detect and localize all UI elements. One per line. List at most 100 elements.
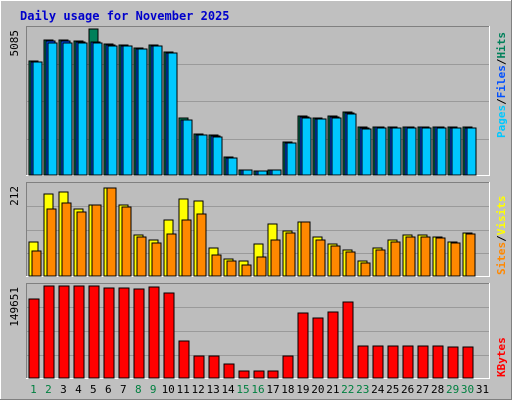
bar-kbytes-day-15	[238, 370, 250, 379]
bar-kbytes-day-2	[43, 285, 55, 379]
day-label-19: 19	[296, 383, 309, 396]
bar-sites-day-14	[226, 260, 237, 277]
bar-pages-day-27	[421, 127, 432, 176]
bar-pages-day-28	[436, 127, 447, 176]
bar-kbytes-day-30	[462, 346, 474, 379]
day-label-29: 29	[446, 383, 459, 396]
bar-pages-day-6	[107, 45, 118, 176]
y-max-label: 149651	[8, 287, 21, 327]
legend-visits-sites: Sites/Visits	[495, 196, 508, 276]
bar-sites-day-15	[241, 264, 252, 277]
bar-pages-day-18	[286, 142, 297, 176]
bar-pages-day-21	[331, 117, 342, 176]
day-label-30: 30	[461, 383, 474, 396]
day-label-13: 13	[206, 383, 219, 396]
day-label-31: 31	[476, 383, 489, 396]
bar-kbytes-day-27	[417, 345, 429, 379]
day-label-17: 17	[266, 383, 279, 396]
y-max-label: 5085	[8, 30, 21, 57]
bar-sites-day-29	[450, 242, 461, 277]
bar-sites-day-13	[211, 254, 222, 277]
bar-pages-day-1	[32, 61, 43, 176]
bar-kbytes-day-3	[58, 285, 70, 379]
bar-kbytes-day-12	[193, 355, 205, 379]
bar-sites-day-4	[76, 211, 87, 277]
bar-pages-day-17	[271, 169, 282, 176]
bar-kbytes-day-29	[447, 346, 459, 379]
bar-kbytes-day-10	[163, 292, 175, 379]
bar-sites-day-18	[285, 232, 296, 277]
day-label-2: 2	[45, 383, 52, 396]
bar-pages-day-15	[242, 169, 253, 176]
legend-entry: Sites	[495, 242, 508, 275]
day-labels: 1 2 3 4 5 6 7 8 9 10 11 12 13 14 15 16 17 18 19 20 21 22 23 24 2…	[30, 383, 489, 396]
day-label-10: 10	[162, 383, 175, 396]
y-max-label: 212	[8, 186, 21, 206]
bar-kbytes-day-6	[103, 287, 115, 379]
bar-kbytes-day-25	[387, 345, 399, 379]
day-label-8: 8	[135, 383, 142, 396]
bar-pages-day-16	[257, 170, 268, 176]
chart-title: Daily usage for November 2025	[20, 9, 230, 23]
bar-sites-day-28	[435, 237, 446, 277]
legend-kbytes: KBytes	[495, 337, 508, 377]
bar-kbytes-day-7	[118, 287, 130, 379]
legend-hits-files-pages: Pages/Files/Hits	[495, 32, 508, 138]
day-label-14: 14	[221, 383, 235, 396]
bar-sites-day-24	[375, 249, 386, 277]
bar-pages-day-22	[346, 113, 357, 176]
day-label-20: 20	[311, 383, 324, 396]
day-label-27: 27	[416, 383, 429, 396]
day-label-15: 15	[236, 383, 249, 396]
bar-pages-day-2	[47, 42, 58, 176]
bar-sites-day-19	[300, 221, 311, 277]
bar-sites-day-2	[46, 208, 57, 277]
bar-kbytes-day-24	[372, 345, 384, 379]
bar-sites-day-16	[256, 256, 267, 277]
bar-kbytes-day-18	[282, 355, 294, 379]
day-label-28: 28	[431, 383, 444, 396]
bar-pages-day-20	[316, 118, 327, 176]
bar-pages-day-9	[152, 45, 163, 176]
bar-pages-day-30	[466, 127, 477, 176]
day-label-6: 6	[105, 383, 112, 396]
day-label-16: 16	[251, 383, 264, 396]
bar-kbytes-day-13	[208, 355, 220, 379]
panel-hits-files-pages: 5085 Pages/Files/Hits	[8, 26, 508, 176]
bar-pages-day-5	[92, 42, 103, 176]
bar-sites-day-3	[61, 202, 72, 277]
legend-entry: Hits	[495, 32, 508, 59]
bar-pages-day-4	[77, 42, 88, 176]
bar-pages-day-11	[182, 119, 193, 176]
day-label-12: 12	[192, 383, 205, 396]
bar-pages-day-19	[301, 117, 312, 176]
day-label-25: 25	[386, 383, 399, 396]
legend-entry: /	[495, 58, 508, 65]
legend-entry: /	[495, 235, 508, 242]
bar-sites-day-6	[106, 187, 117, 277]
panel-visits-sites: 212 Sites/Visits	[8, 182, 508, 277]
bar-sites-day-10	[166, 233, 177, 277]
bar-sites-day-27	[420, 236, 431, 277]
bar-pages-day-14	[227, 157, 238, 176]
bar-sites-day-26	[405, 236, 416, 277]
day-label-3: 3	[60, 383, 67, 396]
bar-kbytes-day-22	[342, 301, 354, 379]
bar-kbytes-day-28	[432, 345, 444, 379]
day-label-5: 5	[90, 383, 97, 396]
bar-sites-day-1	[31, 250, 42, 277]
bar-sites-day-23	[360, 262, 371, 277]
bar-kbytes-day-8	[133, 288, 145, 379]
bar-sites-day-8	[136, 236, 147, 277]
bar-sites-day-25	[390, 241, 401, 277]
bar-pages-day-12	[197, 134, 208, 176]
bar-pages-day-24	[376, 127, 387, 176]
bar-pages-day-25	[391, 127, 402, 176]
bar-kbytes-day-9	[148, 286, 160, 379]
legend-entry: KBytes	[495, 337, 508, 377]
bar-kbytes-day-26	[402, 345, 414, 379]
bar-kbytes-day-19	[297, 312, 309, 379]
bar-pages-day-10	[167, 52, 178, 176]
bar-pages-day-8	[137, 48, 148, 176]
bar-sites-day-12	[196, 213, 207, 277]
